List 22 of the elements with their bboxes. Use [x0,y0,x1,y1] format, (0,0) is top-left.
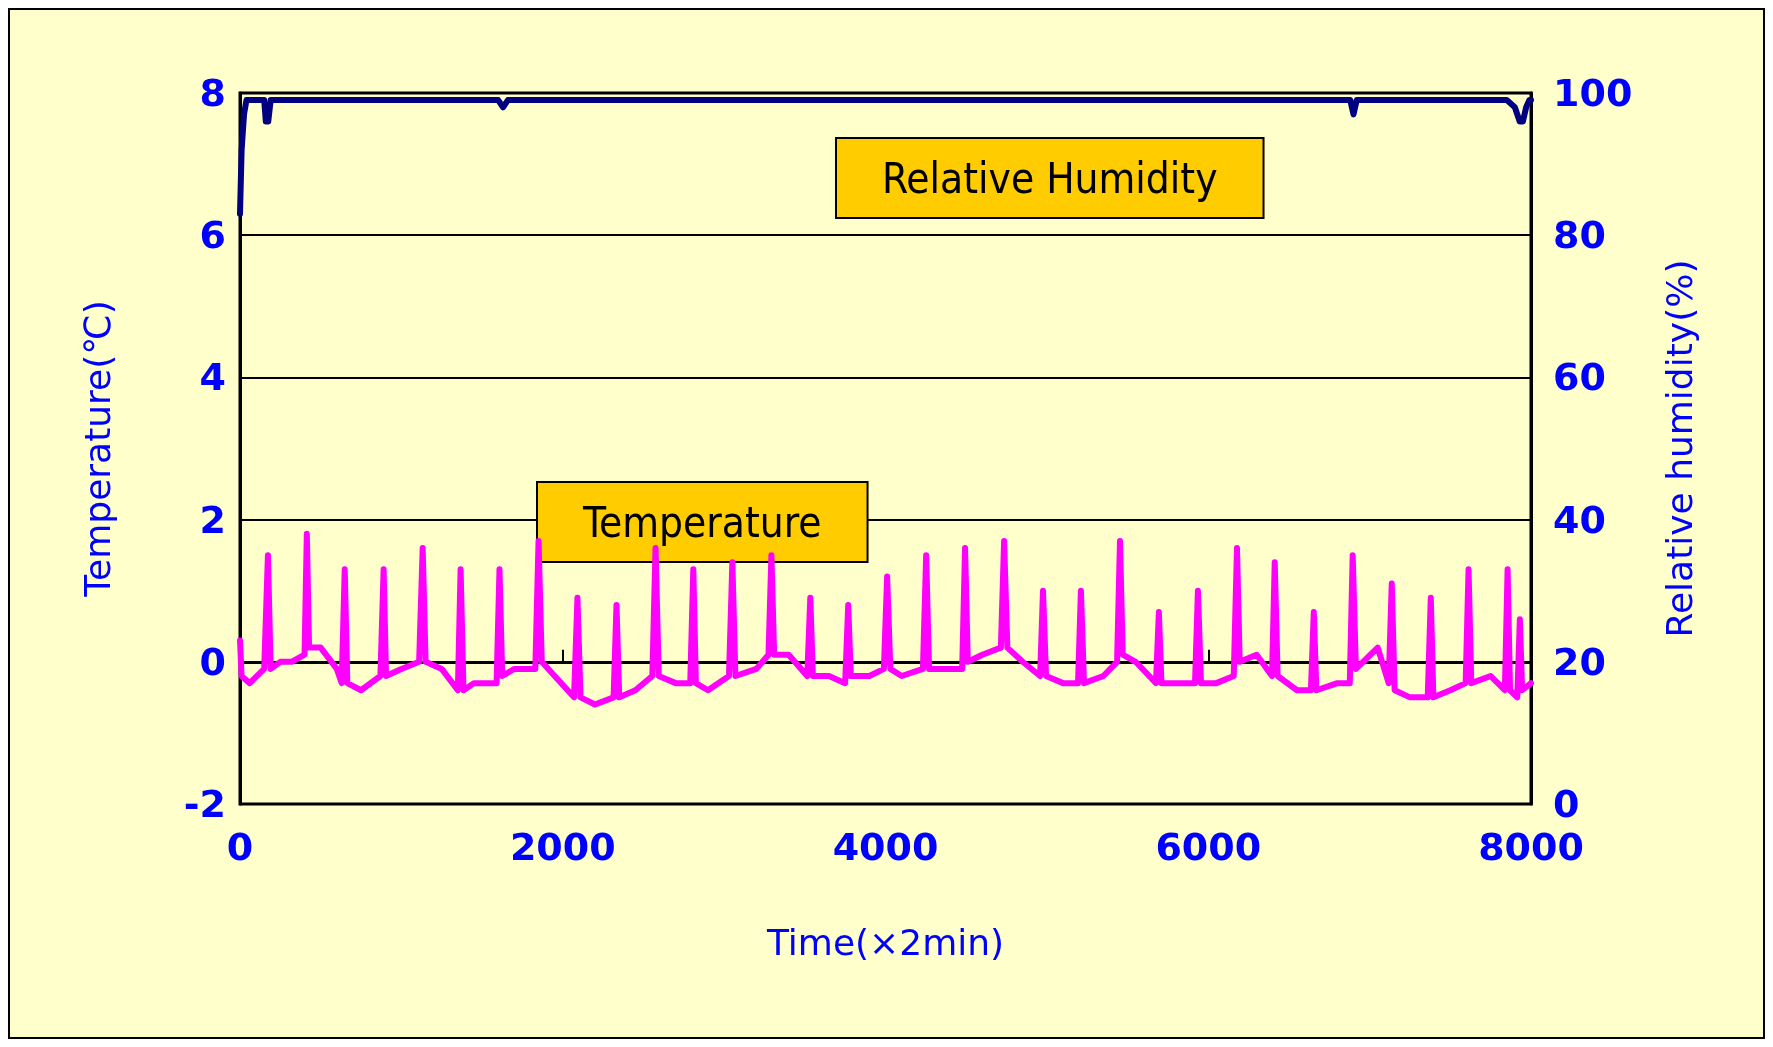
y2-tick-label: 0 [1553,782,1580,826]
y2-axis-title: Relative humidity(%) [1658,259,1700,638]
y-axis-title: Temperature(℃) [76,300,118,598]
series-label: Temperature [582,497,822,547]
x-tick-label: 0 [226,825,254,869]
y2-tick-label: 80 [1553,213,1606,258]
y-tick-label: 0 [199,639,226,684]
y-tick-label: 2 [199,497,226,542]
y2-tick-label: 20 [1553,639,1606,684]
x-tick-label: 2000 [509,825,616,869]
x-tick-label: 4000 [832,825,939,869]
y2-tick-label: 100 [1553,71,1633,115]
y2-tick-label: 40 [1553,497,1606,542]
series-label: Relative Humidity [882,153,1218,203]
y2-tick-label: 60 [1553,355,1606,400]
x-axis-title: Time(×2min) [765,921,1005,963]
x-tick-label: 6000 [1155,825,1262,869]
y-tick-label: -2 [183,782,226,826]
x-tick-label: 8000 [1478,825,1584,869]
y-tick-label: 6 [199,213,226,258]
y-tick-label: 4 [199,355,226,400]
y-tick-label: 8 [199,71,226,115]
